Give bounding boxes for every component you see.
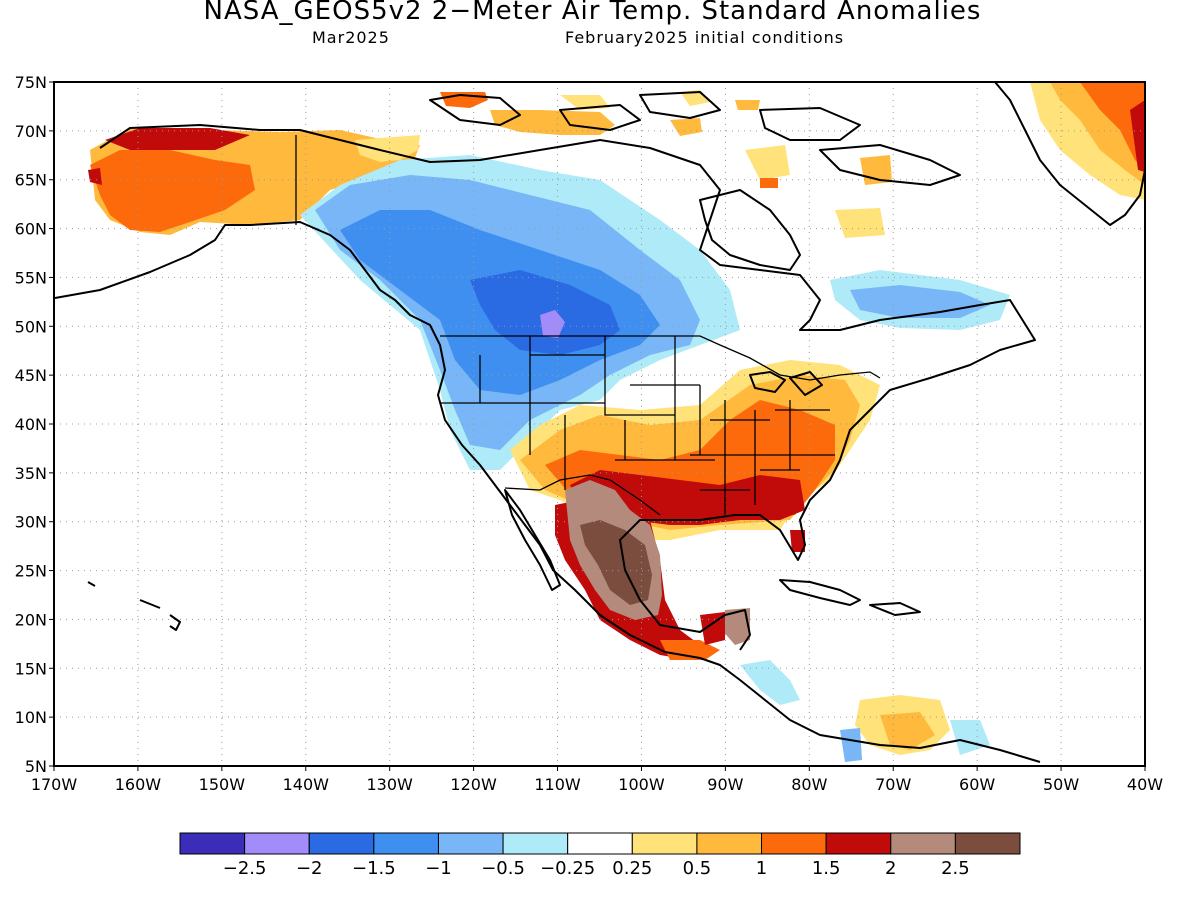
color-scale-swatch (890, 832, 956, 855)
color-scale-label: −0.5 (481, 858, 525, 879)
color-scale-label: 0.5 (683, 858, 712, 879)
longitude-label: 80W (791, 775, 827, 794)
color-scale-labels: −2.5 −2 −1.5 −1 −0.5 −0.25 0.25 0.5 1 1.5 2 2.5 (223, 858, 970, 879)
color-scale-swatch (244, 832, 310, 855)
longitude-label: 160W (115, 775, 162, 794)
us-canada-border (440, 335, 881, 381)
latitude-label: 15N (15, 659, 47, 678)
color-scale-label: −0.25 (540, 858, 595, 879)
color-scale-swatch (179, 832, 246, 855)
hudson-bay (699, 189, 801, 271)
color-scale-label: −1.5 (352, 858, 396, 879)
cuba (779, 579, 861, 606)
latitude-label: 60N (15, 220, 47, 239)
great-lakes (749, 371, 823, 396)
latitude-labels: 75N 70N 65N 60N 55N 50N 45N 40N 35N 30N 25N 20N 15N 1… (15, 73, 54, 776)
longitude-label: 170W (31, 775, 78, 794)
color-scale-swatch (437, 832, 504, 855)
longitude-label: 110W (534, 775, 581, 794)
latitude-label: 40N (15, 415, 47, 434)
arctic-warm-region (490, 110, 615, 135)
longitude-label: 50W (1043, 775, 1079, 794)
us-state-lines (440, 336, 835, 515)
longitude-label: 100W (618, 775, 665, 794)
color-scale-label: 1 (756, 858, 767, 879)
forecast-month: Mar2025 (312, 28, 390, 47)
color-scale-label: 2.5 (941, 858, 970, 879)
latitude-label: 5N (25, 757, 47, 776)
alaska-hot-region (90, 150, 255, 232)
longitude-label: 130W (367, 775, 414, 794)
coastlines (54, 82, 1145, 763)
color-scale-label: −2 (296, 858, 323, 879)
alaska-west-core (88, 168, 102, 185)
color-scale-swatch (567, 832, 633, 855)
color-scale-label: −2.5 (223, 858, 267, 879)
latitude-label: 25N (15, 562, 47, 581)
baja (504, 489, 561, 591)
greenland-coast (994, 82, 1145, 226)
latitude-label: 20N (15, 610, 47, 629)
hispaniola (869, 602, 921, 616)
latitude-label: 30N (15, 513, 47, 532)
longitude-label: 120W (450, 775, 497, 794)
latitude-label: 45N (15, 366, 47, 385)
color-scale-swatch (631, 832, 698, 855)
color-scale-swatch (825, 832, 892, 855)
latitude-label: 50N (15, 317, 47, 336)
longitude-label: 140W (283, 775, 330, 794)
color-scale-label: 0.25 (612, 858, 652, 879)
alaska-core (105, 128, 250, 150)
longitude-label: 60W (959, 775, 995, 794)
color-scale-swatch (761, 832, 827, 855)
us-mexico-border (504, 474, 661, 516)
latitude-label: 75N (15, 73, 47, 92)
hawaii (87, 581, 181, 631)
color-scale-swatch (502, 832, 569, 855)
political-borders (295, 135, 881, 516)
longitude-label: 150W (199, 775, 246, 794)
latitude-label: 70N (15, 122, 47, 141)
mexico-extreme-core (580, 520, 652, 605)
west-cold-strong (470, 270, 620, 355)
color-scale (179, 832, 1021, 855)
lat-lon-grid (54, 82, 1145, 766)
longitude-labels: 170W 160W 150W 140W 130W 120W 110W 100W 90W 80W 70… (31, 766, 1163, 794)
northern-coast (99, 124, 1036, 651)
alaska-coast (54, 221, 1041, 763)
color-scale-swatch (308, 832, 375, 855)
initial-conditions: February2025 initial conditions (565, 28, 845, 47)
latitude-label: 65N (15, 171, 47, 190)
color-scale-label: 1.5 (812, 858, 841, 879)
longitude-label: 40W (1127, 775, 1163, 794)
latitude-label: 35N (15, 464, 47, 483)
west-cold-core (540, 310, 565, 338)
latitude-label: 55N (15, 268, 47, 287)
anomaly-fields (88, 82, 1145, 762)
color-scale-label: −1 (425, 858, 452, 879)
longitude-label: 70W (875, 775, 911, 794)
color-scale-swatch (696, 832, 763, 855)
color-scale-swatch (373, 832, 439, 855)
map-title: NASA_GEOS5v2 2−Meter Air Temp. Standard … (203, 0, 982, 26)
color-scale-swatch (954, 832, 1021, 855)
arctic-islands (429, 91, 961, 186)
longitude-label: 90W (707, 775, 743, 794)
latitude-label: 10N (15, 708, 47, 727)
color-scale-label: 2 (885, 858, 896, 879)
